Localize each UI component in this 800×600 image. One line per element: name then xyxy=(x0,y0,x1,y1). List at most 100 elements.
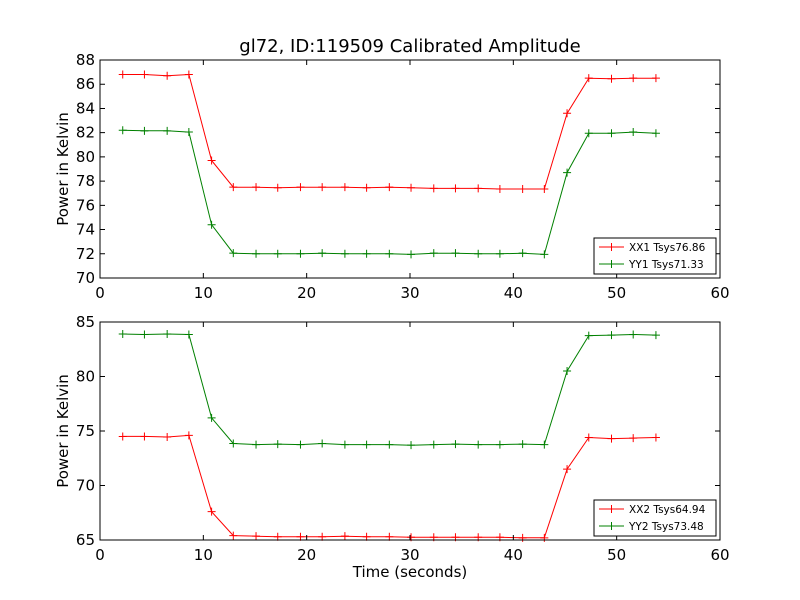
data-point xyxy=(140,432,149,441)
y-tick-label: 82 xyxy=(76,124,95,142)
data-point xyxy=(296,183,305,192)
legend-label-2: YY2 Tsys73.48 xyxy=(628,521,704,533)
legend-marker-2 xyxy=(607,522,616,530)
x-tick-label: 60 xyxy=(710,284,729,302)
data-point xyxy=(407,441,416,450)
data-point xyxy=(340,249,349,258)
bottom-plot: 0 10 20 30 40 50 60 65 70 75 80 85 Power in Kelvin Ti… xyxy=(54,313,730,581)
x-tick-label: 10 xyxy=(194,284,213,302)
data-point xyxy=(118,126,127,135)
legend-marker-1 xyxy=(607,505,616,513)
data-point xyxy=(163,126,172,135)
legend: XX2 Tsys64.94 YY2 Tsys73.48 xyxy=(593,499,717,537)
data-point xyxy=(651,433,660,442)
data-point xyxy=(495,440,504,449)
data-point xyxy=(451,440,460,449)
figure-title: gl72, ID:119509 Calibrated Amplitude xyxy=(239,36,580,57)
data-point xyxy=(273,532,282,541)
y-tick-label: 70 xyxy=(76,477,95,495)
data-point xyxy=(607,74,616,83)
data-point xyxy=(563,109,572,118)
data-point xyxy=(518,440,527,449)
data-point xyxy=(318,532,327,541)
data-point xyxy=(318,183,327,192)
data-point xyxy=(184,128,193,137)
data-point xyxy=(385,183,394,192)
data-point xyxy=(296,440,305,449)
data-point xyxy=(495,184,504,193)
x-tick-label: 0 xyxy=(95,546,105,564)
data-point xyxy=(229,183,238,192)
x-tick-label: 60 xyxy=(710,546,729,564)
data-point xyxy=(163,432,172,441)
y-tick-label: 72 xyxy=(76,245,95,263)
data-point xyxy=(207,507,216,516)
data-point xyxy=(229,439,238,448)
data-point xyxy=(540,440,549,449)
legend-marker-1 xyxy=(607,243,616,251)
data-point xyxy=(607,434,616,443)
y-tick-label: 70 xyxy=(76,269,95,287)
data-point xyxy=(184,330,193,339)
data-point xyxy=(340,532,349,541)
data-point xyxy=(207,220,216,229)
data-point xyxy=(629,74,638,83)
x-tick-label: 30 xyxy=(400,284,419,302)
data-point xyxy=(651,331,660,340)
data-point xyxy=(540,250,549,259)
y-tick-label: 75 xyxy=(76,422,95,440)
data-point xyxy=(407,250,416,259)
data-point xyxy=(651,129,660,138)
y-tick-label: 80 xyxy=(76,368,95,386)
data-point xyxy=(474,440,483,449)
x-tick-label: 40 xyxy=(504,546,523,564)
data-point xyxy=(273,249,282,258)
data-point xyxy=(296,532,305,541)
data-point xyxy=(584,74,593,83)
data-point xyxy=(273,183,282,192)
y-axis-label: Power in Kelvin xyxy=(54,374,72,488)
x-tick-label: 0 xyxy=(95,284,105,302)
data-point xyxy=(629,434,638,443)
data-point xyxy=(318,439,327,448)
data-point xyxy=(163,71,172,80)
y-tick-label: 80 xyxy=(76,148,95,166)
data-point xyxy=(140,126,149,135)
data-point xyxy=(518,184,527,193)
x-tick-label: 10 xyxy=(194,546,213,564)
data-point xyxy=(495,249,504,258)
legend-box xyxy=(593,237,717,275)
data-point xyxy=(273,440,282,449)
data-point xyxy=(563,465,572,474)
data-point xyxy=(229,531,238,540)
data-point xyxy=(118,329,127,338)
top-plot: 0 10 20 30 40 50 60 70 72 74 76 78 80 82 84 86 88 Power i… xyxy=(54,51,730,302)
data-point xyxy=(184,70,193,79)
data-point xyxy=(629,128,638,137)
data-point xyxy=(362,249,371,258)
data-point xyxy=(563,367,572,376)
y-axis-label: Power in Kelvin xyxy=(54,112,72,226)
data-point xyxy=(451,249,460,258)
data-point xyxy=(429,184,438,193)
data-point xyxy=(252,183,261,192)
data-point xyxy=(140,70,149,79)
legend-label-1: XX2 Tsys64.94 xyxy=(629,504,706,516)
data-point xyxy=(584,129,593,138)
data-point xyxy=(118,432,127,441)
data-point xyxy=(362,532,371,541)
data-point xyxy=(184,431,193,440)
data-point xyxy=(340,440,349,449)
data-point xyxy=(385,532,394,541)
y-tick-label: 74 xyxy=(76,221,95,239)
data-point xyxy=(340,183,349,192)
data-point xyxy=(362,440,371,449)
data-point xyxy=(362,183,371,192)
data-point xyxy=(540,184,549,193)
data-point xyxy=(451,184,460,193)
data-point xyxy=(584,433,593,442)
data-point xyxy=(474,184,483,193)
data-point xyxy=(429,440,438,449)
data-point xyxy=(252,532,261,541)
y-tick-label: 65 xyxy=(76,531,95,549)
